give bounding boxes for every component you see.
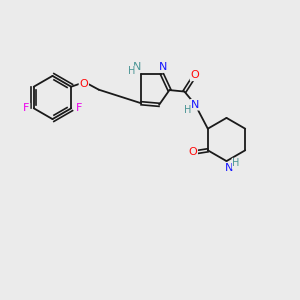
Text: N: N (133, 62, 141, 72)
Text: O: O (80, 79, 88, 89)
Text: O: O (190, 70, 199, 80)
Text: H: H (128, 66, 136, 76)
Text: N: N (225, 163, 234, 173)
Text: N: N (191, 100, 199, 110)
Text: F: F (23, 103, 29, 113)
Text: F: F (76, 103, 82, 113)
Text: O: O (188, 147, 197, 157)
Text: H: H (184, 105, 191, 115)
Text: N: N (159, 62, 167, 72)
Text: H: H (232, 158, 240, 169)
